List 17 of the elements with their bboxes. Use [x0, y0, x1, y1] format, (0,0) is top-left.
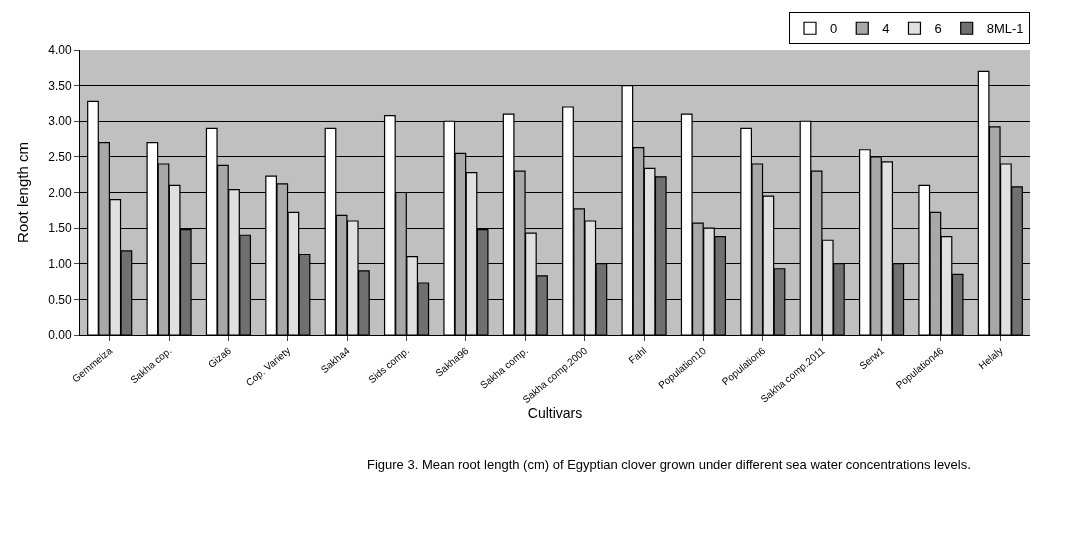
y-tick-label: 2.00 — [48, 185, 72, 200]
legend-label: 8ML-1 — [986, 21, 1024, 37]
y-tick-label: 0.00 — [48, 328, 72, 343]
caption: Figure 3. Mean root length (cm) of Egyptian clover grown under different sea water concentrations levels. — [367, 457, 971, 472]
y-tick-label: 1.50 — [48, 221, 72, 236]
y-tick-label: 0.50 — [48, 292, 72, 307]
y-tick-label: 3.00 — [48, 114, 72, 129]
x-tick-label: Fahl — [626, 344, 649, 366]
legend-label: 4 — [882, 21, 890, 37]
y-tick-label: 4.00 — [48, 43, 72, 58]
y-tick-label: 3.50 — [48, 78, 72, 93]
y-tick-label: 1.00 — [48, 256, 72, 271]
x-axis-title: Cultivars — [527, 405, 583, 422]
legend-label: 0 — [830, 21, 838, 37]
y-axis-title: Root length cm — [14, 142, 32, 243]
y-tick-label: 2.50 — [48, 150, 72, 165]
legend-label: 6 — [934, 21, 942, 37]
